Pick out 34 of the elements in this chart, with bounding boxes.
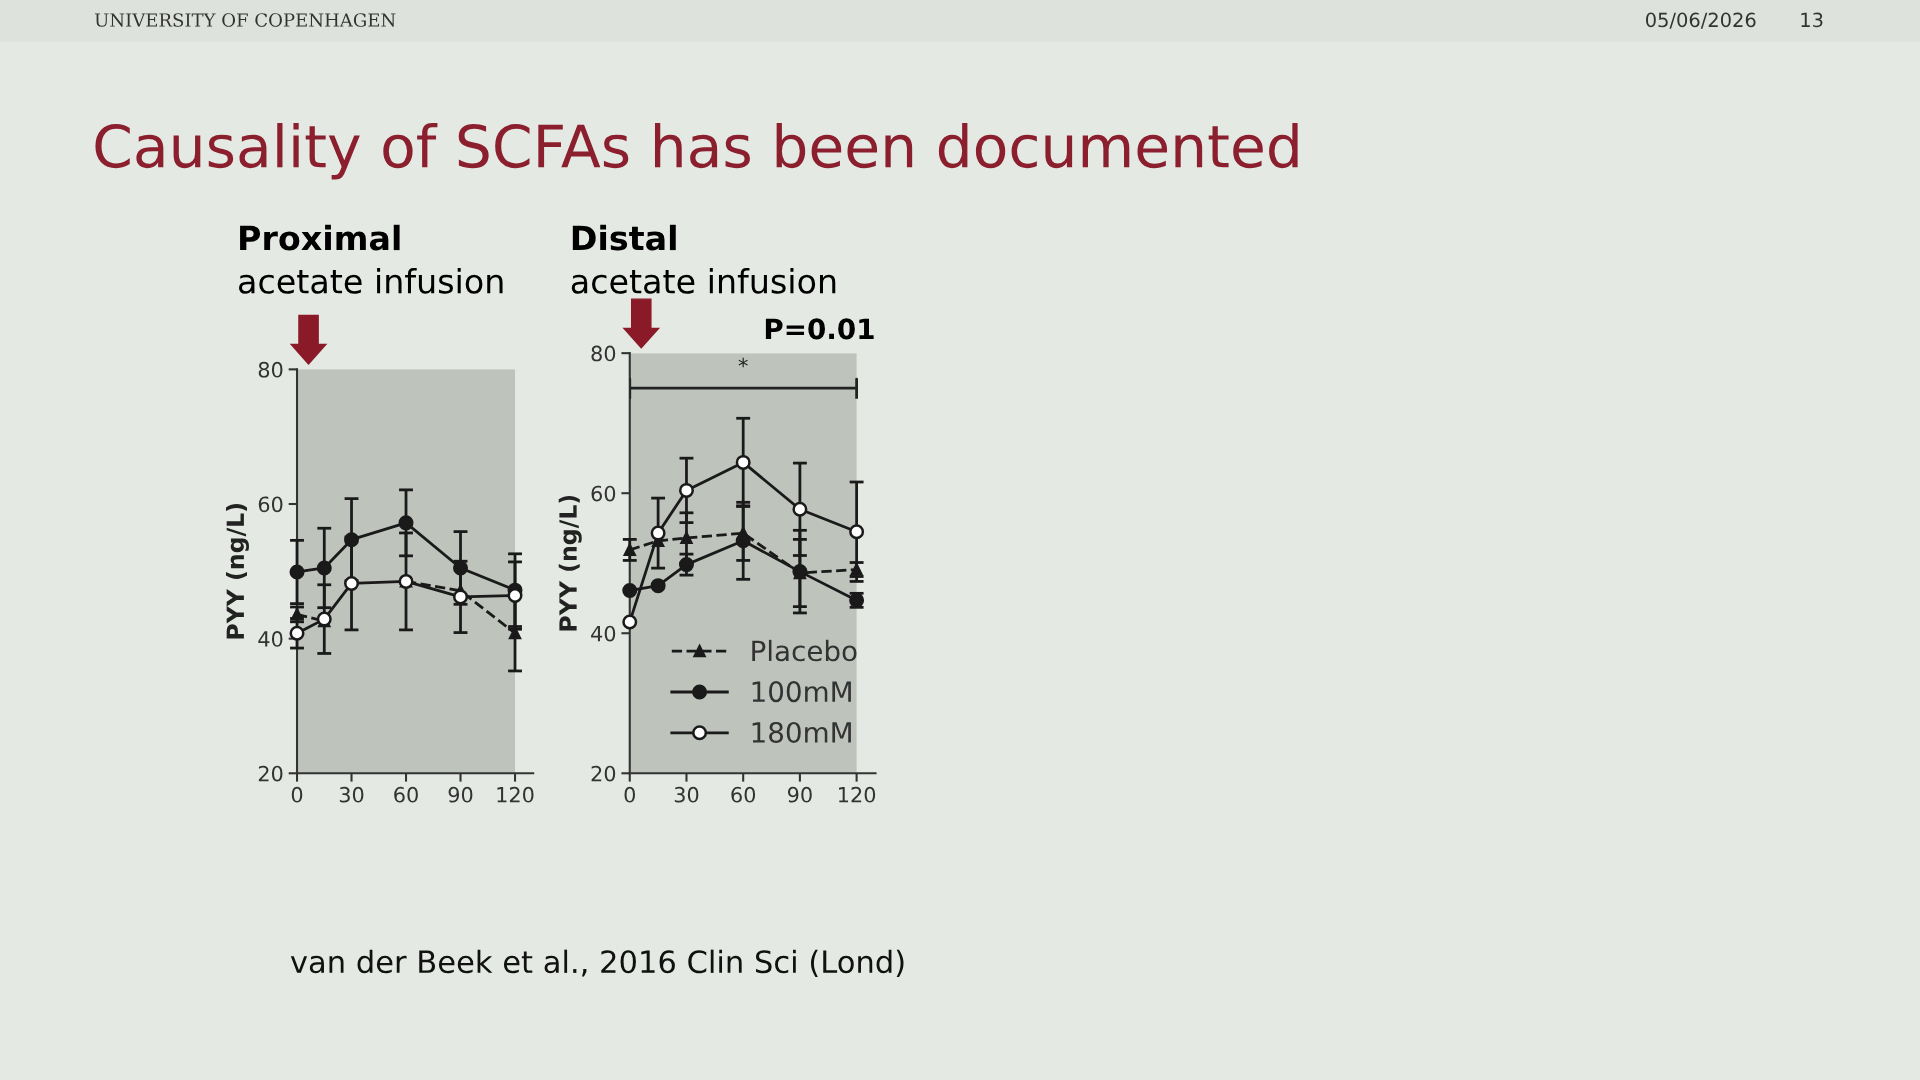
y-tick-label: 40: [591, 625, 616, 642]
x-tick-label: 0: [624, 786, 635, 803]
y-tick-label: 20: [591, 765, 616, 782]
text: van der Beek et al., 2016 Clin Sci (Lond): [290, 949, 904, 977]
annotation: *: [738, 357, 748, 368]
text: P=0.01: [765, 318, 874, 340]
chart-subtitle: acetate infusion: [239, 267, 503, 294]
y-tick-label: 80: [591, 345, 616, 362]
x-tick-label: 60: [731, 786, 756, 803]
chart-subtitle: acetate infusion: [571, 267, 836, 294]
legend-label: 180mM: [752, 721, 851, 743]
legend-label: 100mM: [752, 681, 851, 703]
x-tick-label: 120: [839, 786, 876, 803]
x-tick-label: 30: [674, 786, 699, 803]
y-axis-title: PYY (ng/L): [225, 504, 249, 639]
y-axis-title: PYY (ng/L): [558, 495, 582, 631]
x-tick-label: 60: [394, 786, 418, 803]
x-tick-label: 30: [339, 786, 364, 803]
x-tick-label: 120: [497, 786, 534, 803]
y-tick-label: 40: [258, 631, 283, 647]
text: 13: [1801, 12, 1823, 28]
x-tick-label: 90: [787, 786, 812, 803]
legend-label: Placebo: [752, 639, 857, 662]
y-tick-label: 20: [258, 765, 283, 782]
text: 05/06/2026: [1646, 12, 1756, 29]
text: UNIVERSITY OF COPENHAGEN: [94, 13, 396, 27]
text: Causality of SCFAs has been documented: [95, 122, 1298, 180]
x-tick-label: 0: [291, 786, 303, 803]
y-tick-label: 60: [591, 485, 616, 502]
y-tick-label: 60: [258, 496, 283, 513]
y-tick-label: 80: [258, 361, 283, 378]
chart-title: Distal: [572, 224, 676, 251]
x-tick-label: 90: [448, 786, 473, 803]
chart-title: Proximal: [240, 224, 400, 251]
